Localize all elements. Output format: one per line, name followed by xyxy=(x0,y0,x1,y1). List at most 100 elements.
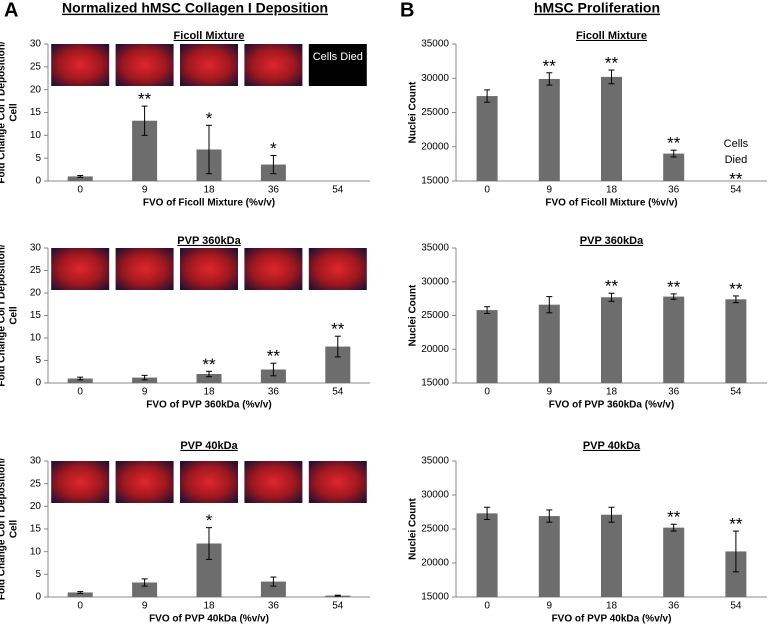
chart-title: PVP 360kDa xyxy=(580,235,644,247)
y-tick-label: 10 xyxy=(30,333,42,344)
bar xyxy=(601,76,622,181)
y-tick-label: 5 xyxy=(35,569,41,580)
chart-title: Ficoll Mixture xyxy=(576,30,647,42)
x-tick-label: 18 xyxy=(606,185,618,196)
bar xyxy=(663,296,685,383)
x-tick-label: 36 xyxy=(668,185,680,196)
error-bar xyxy=(670,523,677,532)
error-bar xyxy=(484,89,491,103)
significance: ** xyxy=(138,90,152,109)
x-tick-label: 18 xyxy=(606,387,618,398)
x-tick-label: 54 xyxy=(730,601,742,612)
y-tick-label: 25 xyxy=(30,478,42,489)
x-axis-title: FVO of Ficoll Mixture (%v/v) xyxy=(143,198,275,209)
x-tick-label: 9 xyxy=(547,387,553,398)
significance: ** xyxy=(331,320,345,339)
error-bar xyxy=(141,105,148,136)
y-axis-title: Fold Change Col I Deposition/ xyxy=(0,41,8,183)
bar xyxy=(725,299,747,383)
x-axis-title: FVO of PVP 40kDa (%v/v) xyxy=(149,614,269,625)
y-tick-label: 20 xyxy=(30,501,42,512)
x-tick-label: 18 xyxy=(203,387,215,398)
error-bar xyxy=(732,295,739,304)
x-tick-label: 9 xyxy=(547,601,553,612)
significance: ** xyxy=(605,54,619,73)
micrograph xyxy=(180,44,238,86)
bar xyxy=(725,551,747,597)
error-bar xyxy=(732,530,739,573)
significance: * xyxy=(206,109,213,128)
bar xyxy=(538,304,560,383)
y-tick-label: 25000 xyxy=(421,524,449,535)
x-tick-label: 36 xyxy=(668,601,680,612)
micrograph xyxy=(51,461,110,503)
micrograph xyxy=(180,461,238,503)
error-bar xyxy=(77,175,84,178)
y-axis-title: Nuclei Count xyxy=(408,284,419,346)
x-axis-title: FVO of PVP 360kDa (%v/v) xyxy=(146,400,271,411)
y-axis-title: Cell xyxy=(9,306,20,325)
micrograph xyxy=(244,248,303,290)
y-tick-label: 20000 xyxy=(421,141,449,152)
error-bar xyxy=(141,578,148,587)
value-note: Cells Died xyxy=(723,138,749,166)
bar xyxy=(67,378,93,383)
y-tick-label: 10 xyxy=(30,546,42,557)
error-bar xyxy=(270,362,277,377)
x-tick-label: 9 xyxy=(547,185,553,196)
error-bar xyxy=(334,335,341,358)
x-axis-title: FVO of PVP 40kDa (%v/v) xyxy=(552,614,672,625)
micrograph xyxy=(308,461,367,503)
error-bar xyxy=(77,591,84,594)
y-tick-label: 5 xyxy=(35,153,41,164)
chart-title: PVP 360kDa xyxy=(177,235,241,247)
significance: ** xyxy=(667,508,681,527)
x-tick-label: 0 xyxy=(77,185,83,196)
y-tick-label: 0 xyxy=(35,378,41,389)
y-tick-label: 20 xyxy=(30,84,42,95)
significance: * xyxy=(206,511,213,530)
x-tick-label: 36 xyxy=(668,387,680,398)
error-bar xyxy=(270,576,277,587)
x-tick-label: 0 xyxy=(484,601,490,612)
micrograph xyxy=(115,248,174,290)
x-tick-label: 18 xyxy=(203,185,215,196)
significance: ** xyxy=(729,169,743,188)
y-tick-label: 15000 xyxy=(421,378,449,389)
y-tick-label: 0 xyxy=(35,176,41,187)
bar xyxy=(538,78,560,181)
micrograph xyxy=(51,248,110,290)
error-bar xyxy=(206,370,212,378)
y-tick-label: 30000 xyxy=(421,276,449,287)
bar xyxy=(67,176,93,181)
x-tick-label: 36 xyxy=(268,185,280,196)
y-axis-title: Cell xyxy=(9,103,20,122)
x-tick-label: 0 xyxy=(484,185,490,196)
x-tick-label: 36 xyxy=(268,387,280,398)
value-note-text: Cells Died xyxy=(723,138,749,166)
bar xyxy=(260,581,286,597)
x-tick-label: 54 xyxy=(730,185,742,196)
significance: ** xyxy=(729,515,743,534)
error-bar xyxy=(546,509,553,523)
x-tick-label: 0 xyxy=(484,387,490,398)
x-tick-label: 9 xyxy=(142,601,148,612)
bar xyxy=(601,514,622,597)
y-tick-label: 5 xyxy=(35,355,41,366)
error-bar xyxy=(270,154,277,175)
bar xyxy=(663,153,685,181)
error-bar xyxy=(670,293,677,300)
error-bar xyxy=(206,124,212,175)
x-tick-label: 0 xyxy=(77,601,83,612)
bar xyxy=(601,297,622,383)
bar xyxy=(538,516,560,597)
x-tick-label: 18 xyxy=(203,601,215,612)
error-bar xyxy=(334,594,341,597)
micrograph xyxy=(180,248,238,290)
significance: ** xyxy=(605,277,619,296)
y-tick-label: 15000 xyxy=(421,592,449,603)
micrograph-label-text: Cells Died xyxy=(312,51,363,63)
y-tick-label: 30 xyxy=(30,39,42,50)
significance: ** xyxy=(202,355,216,374)
